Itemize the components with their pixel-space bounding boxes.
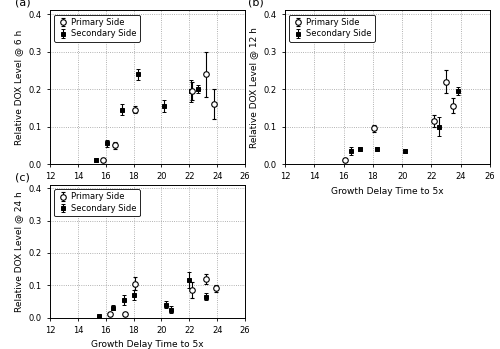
Y-axis label: Relative DOX Level @ 6 h: Relative DOX Level @ 6 h — [14, 30, 23, 145]
Legend: Primary Side, Secondary Side: Primary Side, Secondary Side — [289, 15, 374, 42]
X-axis label: Growth Delay Time to 5x: Growth Delay Time to 5x — [91, 341, 204, 349]
Text: (b): (b) — [248, 0, 264, 7]
X-axis label: Growth Delay Time to 5x: Growth Delay Time to 5x — [331, 187, 444, 196]
Legend: Primary Side, Secondary Side: Primary Side, Secondary Side — [54, 15, 140, 42]
Legend: Primary Side, Secondary Side: Primary Side, Secondary Side — [54, 189, 140, 216]
X-axis label: Growth Delay Time to 5x: Growth Delay Time to 5x — [91, 187, 204, 196]
Text: (a): (a) — [15, 0, 30, 7]
Y-axis label: Relative DOX Level @ 24 h: Relative DOX Level @ 24 h — [14, 191, 23, 312]
Y-axis label: Relative DOX Level @ 12 h: Relative DOX Level @ 12 h — [249, 27, 258, 148]
Text: (c): (c) — [15, 172, 30, 182]
